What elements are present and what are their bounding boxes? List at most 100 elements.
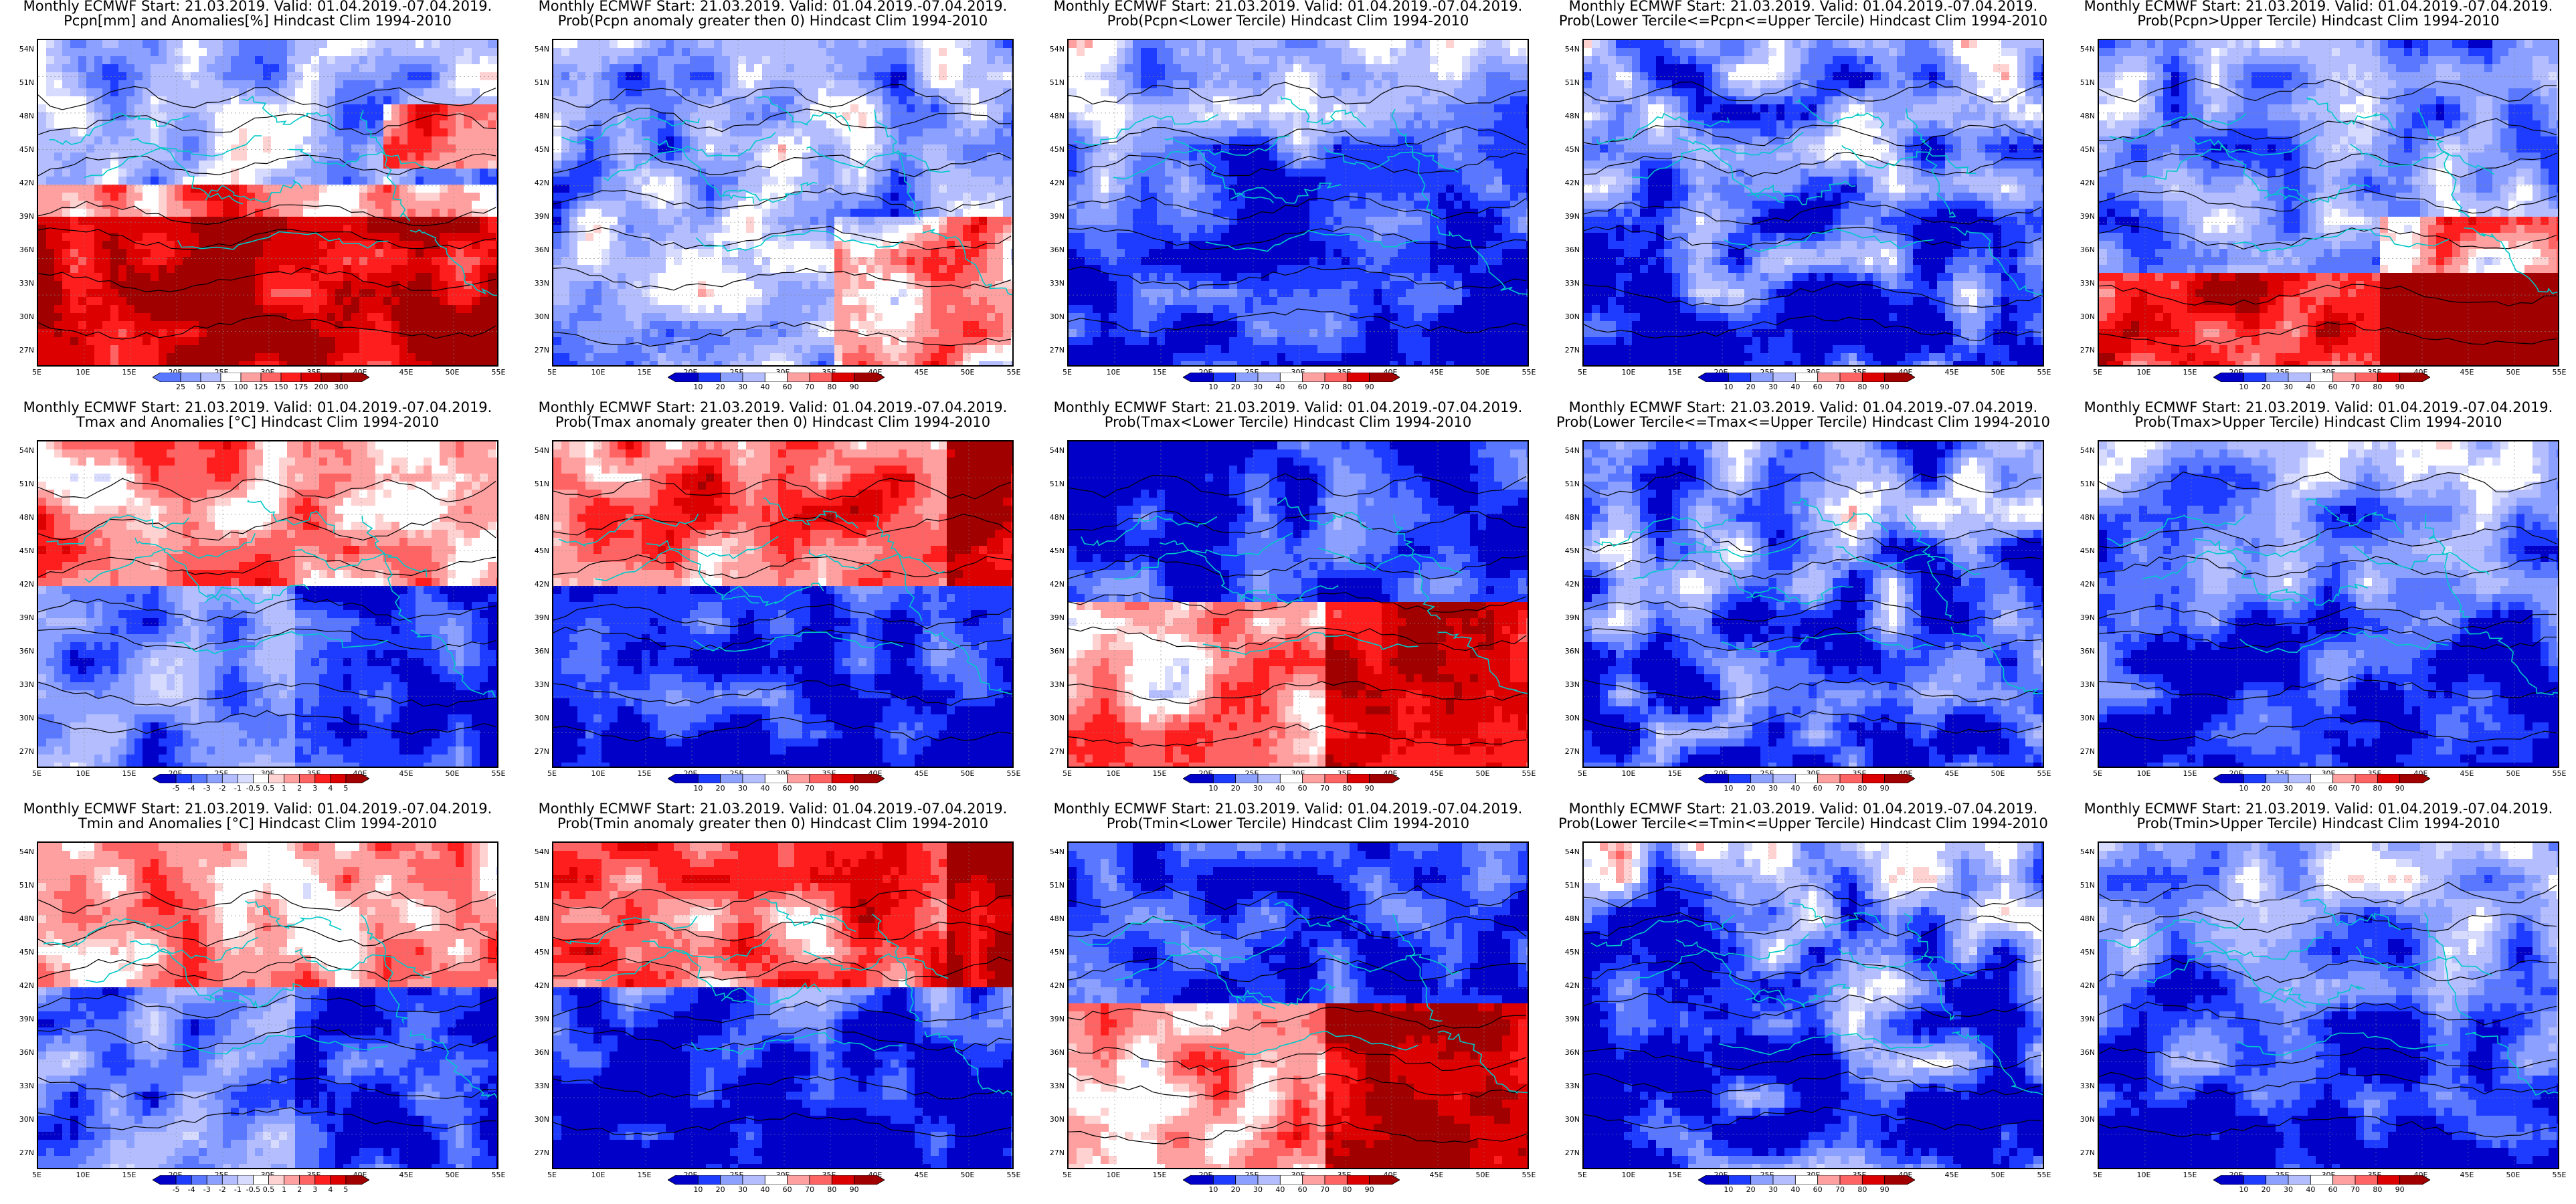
lon-tick-label: 25E [1754, 369, 1780, 376]
lat-tick-label: 36N [1044, 1049, 1065, 1056]
colorbar-label: 30 [1760, 383, 1786, 391]
map-field [2099, 441, 2558, 767]
lon-tick-label: 15E [1146, 369, 1173, 376]
lon-tick-label: 10E [585, 1171, 612, 1179]
colorbar-segment [2399, 1175, 2430, 1185]
lon-tick-label: 45E [393, 1171, 420, 1179]
colorbar-segment [809, 774, 832, 783]
lon-tick-label: 35E [1846, 770, 1873, 777]
colorbar-segment [2355, 373, 2378, 382]
lat-tick-label: 33N [2075, 280, 2095, 287]
lat-tick-label: 27N [2075, 748, 2095, 755]
lat-tick-label: 30N [1044, 714, 1065, 722]
lat-tick-label: 42N [14, 982, 34, 989]
colorbar-segment [1861, 1175, 1885, 1185]
colorbar-segment [191, 774, 207, 783]
colorbar-segment [1183, 1175, 1214, 1185]
lat-tick-label: 36N [14, 647, 34, 655]
lon-tick-label: 5E [539, 369, 565, 376]
colorbar-segment [299, 774, 316, 783]
lat-tick-label: 33N [1560, 681, 1580, 688]
lat-tick-label: 51N [529, 480, 549, 488]
lon-tick-label: 10E [2130, 1171, 2157, 1179]
colorbar-segment [854, 774, 885, 783]
colorbar-label: 125 [248, 383, 274, 391]
colorbar-segment [221, 1175, 238, 1185]
lat-tick-label: 42N [14, 581, 34, 588]
colorbar-segment [240, 373, 262, 382]
colorbar-segment [2332, 373, 2356, 382]
colorbar-label: 10 [1200, 383, 1226, 391]
coastlines [43, 900, 497, 1099]
colorbar-segment [720, 1175, 743, 1185]
lat-tick-label: 54N [1044, 848, 1065, 856]
colorbar-segment [1346, 774, 1370, 783]
lon-tick-label: 40E [347, 1171, 373, 1179]
colorbar-segment [2266, 1175, 2289, 1185]
lon-tick-label: 15E [1661, 1171, 1688, 1179]
colorbar-segment [2355, 1175, 2378, 1185]
lat-tick-label: 45N [14, 948, 34, 956]
lon-tick-label: 10E [1100, 770, 1127, 777]
panel-title-line2: Prob(Tmax>Upper Tercile) Hindcast Clim 1… [2061, 415, 2576, 429]
lat-tick-label: 51N [14, 480, 34, 488]
colorbar-segment [1839, 373, 1863, 382]
map-frame [552, 39, 1014, 367]
colorbar-segment [1750, 1175, 1774, 1185]
colorbar-segment [153, 774, 177, 783]
lat-tick-label: 30N [1560, 714, 1580, 722]
panel-title-line2: Prob(Tmax<Lower Tercile) Hindcast Clim 1… [1030, 415, 1546, 429]
coastlines [1078, 901, 1528, 1094]
colorbar-label: -2 [209, 785, 236, 792]
panel-title-line2: Pcpn[mm] and Anomalies[%] Hindcast Clim … [0, 13, 515, 28]
lon-tick-label: 50E [1985, 1171, 2011, 1179]
colorbar-segment [345, 1175, 369, 1185]
colorbar-label: 60 [1805, 1186, 1831, 1193]
graticule [2099, 40, 2558, 365]
colorbar-label: 30 [1760, 1186, 1786, 1193]
map-frame [552, 841, 1014, 1169]
lat-tick-label: 30N [2075, 714, 2095, 722]
graticule [1584, 40, 2043, 365]
colorbar [2213, 373, 2430, 382]
lat-tick-label: 45N [1560, 948, 1580, 956]
colorbar-label: 60 [1289, 383, 1316, 391]
lon-tick-label: 10E [1100, 1171, 1127, 1179]
lat-tick-label: 33N [529, 1082, 549, 1090]
lat-tick-label: 27N [1044, 346, 1065, 354]
lat-tick-label: 48N [1560, 514, 1580, 521]
colorbar-segment [191, 1175, 207, 1185]
colorbar-label: 20 [2253, 1186, 2280, 1193]
lon-tick-label: 50E [2500, 369, 2526, 376]
colorbar-label: -0.5 [240, 785, 266, 792]
panel-title-line1: Monthly ECMWF Start: 21.03.2019. Valid: … [1030, 0, 1546, 13]
panel-title-line2: Prob(Pcpn<Lower Tercile) Hindcast Clim 1… [1030, 13, 1546, 28]
colorbar-segment [1302, 373, 1325, 382]
panel-title-line2: Prob(Tmax anomaly greater then 0) Hindca… [515, 415, 1030, 429]
map-frame [552, 440, 1014, 768]
colorbar-label: 10 [684, 383, 711, 391]
lat-tick-label: 48N [14, 514, 34, 521]
colorbar-label: 70 [1311, 785, 1338, 792]
colorbar-label: 4 [317, 785, 344, 792]
colorbar-segment [330, 774, 347, 783]
lat-tick-label: 51N [1560, 480, 1580, 488]
lat-tick-label: 42N [1560, 179, 1580, 187]
colorbar-segment [1235, 774, 1259, 783]
map-canvas [553, 40, 1012, 365]
colorbar-label: -3 [193, 1186, 220, 1193]
lon-tick-label: 10E [1615, 369, 1642, 376]
colorbar-segment [2266, 373, 2289, 382]
lat-tick-label: 27N [529, 1149, 549, 1157]
panel-title-line1: Monthly ECMWF Start: 21.03.2019. Valid: … [1546, 0, 2061, 13]
contour-lines [2099, 78, 2557, 347]
colorbar-segment [1698, 1175, 1729, 1185]
lon-tick-label: 5E [23, 1171, 50, 1179]
lon-tick-label: 40E [347, 770, 373, 777]
colorbar-segment [1369, 1175, 1400, 1185]
colorbar-segment [153, 373, 181, 382]
lon-tick-label: 45E [393, 369, 420, 376]
colorbar-segment [1235, 373, 1259, 382]
colorbar-segment [668, 774, 699, 783]
colorbar-segment [237, 1175, 254, 1185]
